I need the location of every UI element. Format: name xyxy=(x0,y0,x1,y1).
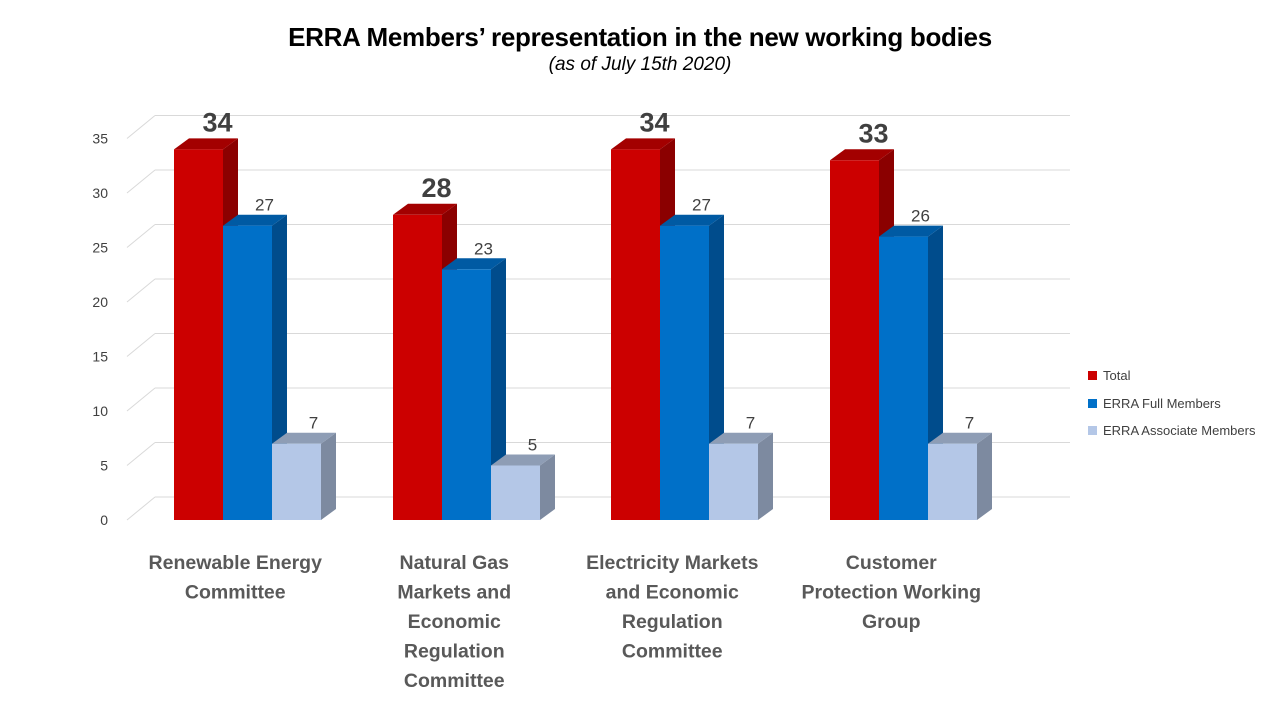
data-label-associate-members: 5 xyxy=(528,436,537,455)
legend-label-full-members: ERRA Full Members xyxy=(1103,395,1221,411)
y-tick-label: 15 xyxy=(92,349,108,365)
category-label: Markets and xyxy=(397,582,511,604)
y-tick-label: 10 xyxy=(92,403,108,419)
category-label: Electricity Markets xyxy=(586,552,758,574)
data-label-total: 28 xyxy=(421,173,451,203)
category-label: Regulation xyxy=(622,611,723,633)
bar-top-associate-members xyxy=(272,432,336,444)
y-tick-label: 25 xyxy=(92,240,108,256)
y-tick-label: 30 xyxy=(92,185,108,201)
y-tick-label: 5 xyxy=(100,458,108,474)
gridline-slant xyxy=(126,169,156,194)
legend-swatch-associate-members xyxy=(1088,426,1097,436)
gridline-slant xyxy=(126,333,156,357)
bar-total xyxy=(830,160,879,521)
chart-subtitle: (as of July 15th 2020) xyxy=(548,54,732,75)
bar-side-associate-members xyxy=(540,454,555,520)
legend-item-total: Total xyxy=(1088,362,1255,390)
y-tick-label: 35 xyxy=(92,131,108,147)
legend-swatch-full-members xyxy=(1088,398,1097,408)
data-label-full-members: 23 xyxy=(474,239,493,258)
bar-top-total xyxy=(830,149,894,161)
legend-label-total: Total xyxy=(1103,368,1131,384)
gridline-slant xyxy=(126,387,156,412)
y-tick-label: 0 xyxy=(100,512,108,528)
gridline-slant xyxy=(126,224,156,248)
bar-top-total xyxy=(174,138,238,150)
gridline-slant xyxy=(126,442,156,466)
legend-item-associate-members: ERRA Associate Members xyxy=(1088,417,1255,445)
chart-title: ERRA Members’ representation in the new … xyxy=(288,22,992,52)
category-label: and Economic xyxy=(606,582,739,604)
gridline-slant xyxy=(126,115,156,139)
data-label-total: 33 xyxy=(858,118,888,148)
legend-label-associate-members: ERRA Associate Members xyxy=(1103,423,1256,439)
category-label: Economic xyxy=(408,611,501,633)
bar-side-associate-members xyxy=(758,432,773,520)
bar-associate-members xyxy=(709,443,758,520)
category-label: Regulation xyxy=(404,641,505,663)
bar-side-associate-members xyxy=(977,432,992,520)
gridline-slant xyxy=(126,278,156,303)
data-label-associate-members: 7 xyxy=(746,414,755,433)
bar-top-total xyxy=(611,138,675,150)
bar-associate-members xyxy=(491,465,540,520)
bar-top-total xyxy=(393,203,457,215)
data-label-associate-members: 7 xyxy=(965,414,974,433)
legend: Total ERRA Full Members ERRA Associate M… xyxy=(1088,362,1255,445)
bar-full-members xyxy=(660,225,709,520)
bar-top-associate-members xyxy=(709,432,773,444)
bar-top-full-members xyxy=(442,258,506,270)
category-label: Customer xyxy=(846,552,937,574)
bar-top-full-members xyxy=(660,214,724,226)
data-label-full-members: 27 xyxy=(255,196,274,215)
bar-associate-members xyxy=(928,443,977,520)
gridline-slant xyxy=(126,496,156,521)
data-label-full-members: 27 xyxy=(692,196,711,215)
bar-total xyxy=(611,149,660,520)
bar-full-members xyxy=(223,225,272,520)
category-label: Renewable Energy xyxy=(149,552,323,574)
category-label: Group xyxy=(862,611,921,633)
category-label: Committee xyxy=(185,582,286,604)
legend-swatch-total xyxy=(1088,371,1097,381)
category-label: Committee xyxy=(622,641,723,663)
data-label-total: 34 xyxy=(202,107,232,137)
bar-top-associate-members xyxy=(491,454,555,466)
bar-top-full-members xyxy=(223,214,287,226)
bar-top-associate-members xyxy=(928,432,992,444)
data-label-full-members: 26 xyxy=(911,207,930,226)
bar-associate-members xyxy=(272,443,321,520)
data-label-total: 34 xyxy=(639,107,669,137)
category-label: Protection Working xyxy=(802,582,981,604)
bar-side-full-members xyxy=(491,258,506,520)
category-label: Natural Gas xyxy=(400,552,510,574)
bar-total xyxy=(393,214,442,521)
bar-top-full-members xyxy=(879,225,943,237)
bar-full-members xyxy=(442,269,491,520)
bar-side-associate-members xyxy=(321,432,336,520)
category-label: Committee xyxy=(404,670,505,692)
data-label-associate-members: 7 xyxy=(309,414,318,433)
bar-full-members xyxy=(879,236,928,520)
bar-total xyxy=(174,149,223,520)
y-tick-label: 20 xyxy=(92,294,108,310)
legend-item-full-members: ERRA Full Members xyxy=(1088,390,1255,418)
